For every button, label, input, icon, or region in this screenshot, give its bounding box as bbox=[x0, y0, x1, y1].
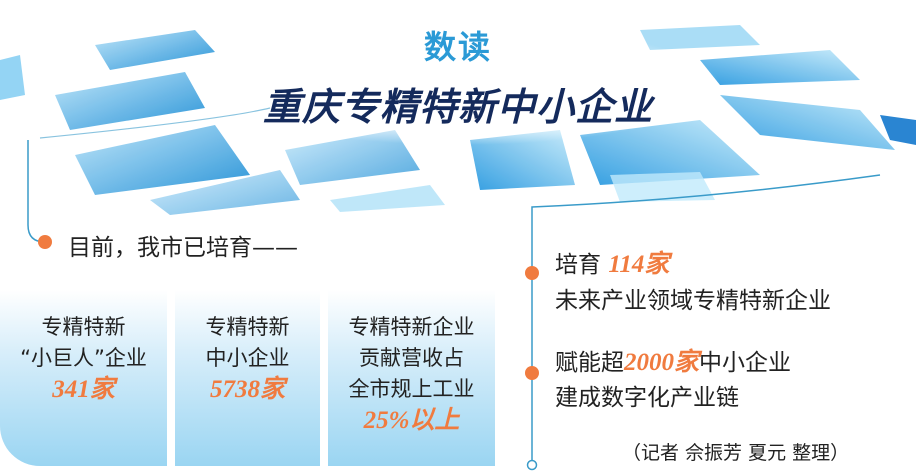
stat-value: 114家 bbox=[608, 251, 670, 278]
intro-text: 目前，我市已培育—— bbox=[68, 235, 298, 261]
stat-box-revenue-share: 专精特新企业 贡献营收占 全市规上工业 25%以上 bbox=[328, 290, 495, 466]
credit-line: （记者 佘振芳 夏元 整理） bbox=[622, 442, 850, 464]
stat-label: 专精特新 bbox=[205, 315, 290, 339]
stat-label: 专精特新企业 bbox=[348, 315, 475, 339]
page-title: 数读 bbox=[423, 28, 492, 66]
text: 赋能超 bbox=[555, 350, 624, 376]
stat-label: 专精特新 bbox=[41, 315, 126, 339]
text: 培育 bbox=[555, 252, 601, 278]
text: 中小企业 bbox=[699, 350, 792, 376]
stat-value: 25%以上 bbox=[363, 407, 460, 434]
stat-value: 5738家 bbox=[209, 376, 285, 403]
right-item-2-line1: 赋能超2000家中小企业 bbox=[555, 342, 791, 378]
stat-label: 中小企业 bbox=[205, 346, 290, 370]
bullet-dot bbox=[525, 266, 539, 280]
right-item-1-line2: 未来产业领域专精特新企业 bbox=[555, 288, 831, 314]
stat-value: 341家 bbox=[52, 376, 115, 403]
stat-box-little-giant: 专精特新 “小巨人”企业 341家 bbox=[0, 290, 167, 466]
stat-label: 贡献营收占 bbox=[359, 346, 464, 370]
right-item-2-line2: 建成数字化产业链 bbox=[555, 385, 739, 411]
right-item-1-line1: 培育 114家 bbox=[555, 244, 669, 280]
bullet-dot bbox=[525, 366, 539, 380]
stat-value: 2000家 bbox=[624, 349, 700, 376]
stat-box-sme: 专精特新 中小企业 5738家 bbox=[175, 290, 320, 466]
stat-label: “小巨人”企业 bbox=[20, 346, 147, 370]
bullet-dot bbox=[38, 235, 52, 249]
page-subtitle: 重庆专精特新中小企业 bbox=[262, 84, 653, 129]
stat-label: 全市规上工业 bbox=[348, 377, 475, 401]
